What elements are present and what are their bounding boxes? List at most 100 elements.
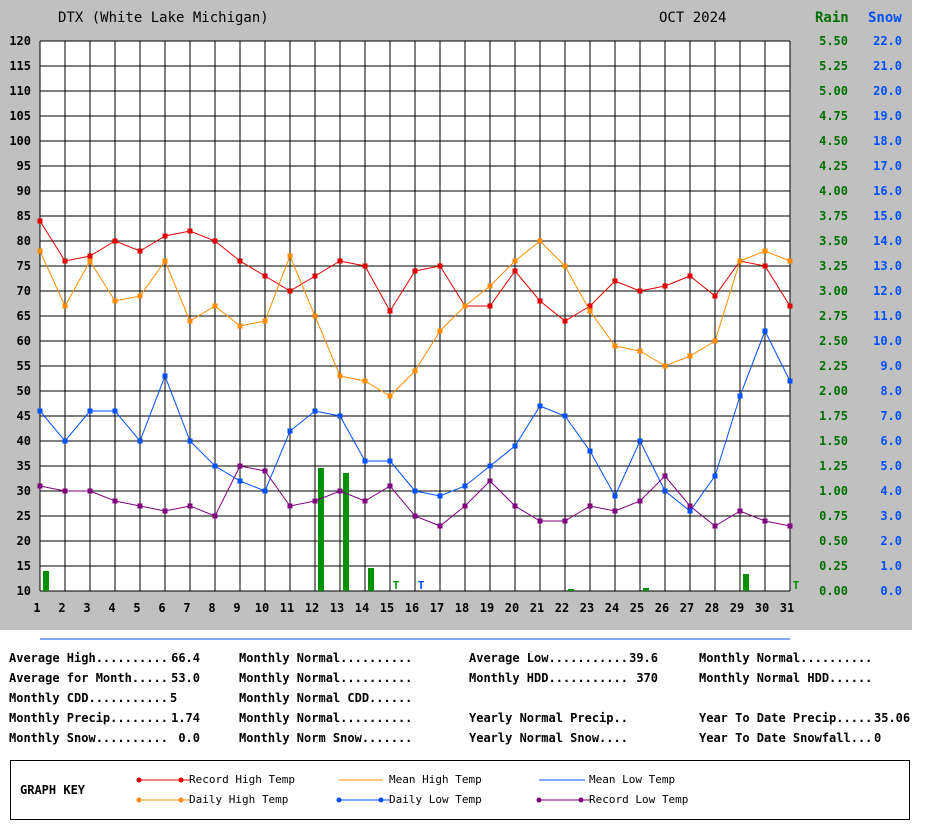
rain-tick-label: 2.00 <box>819 384 848 398</box>
rain-tick-label: 3.00 <box>819 284 848 298</box>
trace-marker: T <box>793 579 800 592</box>
y-tick-label: 95 <box>17 159 31 173</box>
data-point <box>537 403 543 409</box>
data-point <box>737 508 743 514</box>
x-tick-label: 15 <box>380 601 394 615</box>
data-point <box>287 428 293 434</box>
rain-tick-label: 1.00 <box>819 484 848 498</box>
data-point <box>212 303 218 309</box>
yearly-normal-snow: Yearly Normal Snow.... <box>469 731 628 745</box>
data-point <box>587 503 593 509</box>
data-point <box>337 258 343 264</box>
key-swatch-daily-low-dot-b <box>378 797 384 803</box>
data-point <box>312 313 318 319</box>
snow-tick-label: 10.0 <box>873 334 902 348</box>
data-point <box>87 488 93 494</box>
data-point <box>62 258 68 264</box>
snow-tick-label: 16.0 <box>873 184 902 198</box>
data-point <box>262 273 268 279</box>
chart-month: OCT 2024 <box>659 10 726 26</box>
y-tick-label: 90 <box>17 184 31 198</box>
avg-for-month-value: 53.0 <box>171 671 200 685</box>
snow-tick-label: 17.0 <box>873 159 902 173</box>
x-tick-label: 11 <box>280 601 294 615</box>
y-tick-label: 55 <box>17 359 31 373</box>
x-tick-label: 22 <box>555 601 569 615</box>
snow-tick-label: 2.0 <box>880 534 902 548</box>
data-point <box>762 518 768 524</box>
data-point <box>112 498 118 504</box>
precip-value: 1.74 <box>171 711 200 725</box>
monthly-normal-low: Monthly Normal.......... <box>699 651 873 665</box>
data-point <box>37 248 43 254</box>
y-tick-label: 20 <box>17 534 31 548</box>
data-point <box>687 353 693 359</box>
key-mean-high: Mean High Temp <box>389 773 482 786</box>
data-point <box>387 483 393 489</box>
data-point <box>387 458 393 464</box>
monthly-normal-avg: Monthly Normal.......... <box>239 671 413 685</box>
data-point <box>587 303 593 309</box>
data-point <box>237 478 243 484</box>
x-tick-label: 9 <box>233 601 240 615</box>
x-tick-label: 10 <box>255 601 269 615</box>
hdd-label: Monthly HDD........... <box>469 671 628 685</box>
x-tick-label: 20 <box>505 601 519 615</box>
trace-marker: T <box>418 579 425 592</box>
snow-axis-title: Snow <box>868 10 902 26</box>
data-point <box>587 308 593 314</box>
x-tick-label: 5 <box>133 601 140 615</box>
x-tick-label: 24 <box>605 601 619 615</box>
snow-tick-label: 21.0 <box>873 59 902 73</box>
rain-tick-label: 4.75 <box>819 109 848 123</box>
key-record-low: Record Low Temp <box>589 793 689 806</box>
hdd-value: 370 <box>636 671 658 685</box>
x-tick-label: 8 <box>208 601 215 615</box>
cdd-value: 5 <box>170 691 178 705</box>
monthly-stats: Average High.......... 66.4 Average for … <box>0 640 940 750</box>
snow-tick-label: 11.0 <box>873 309 902 323</box>
y-tick-label: 30 <box>17 484 31 498</box>
snow-tick-label: 22.0 <box>873 34 902 48</box>
y-tick-label: 80 <box>17 234 31 248</box>
rain-tick-label: 3.25 <box>819 259 848 273</box>
snow-tick-label: 13.0 <box>873 259 902 273</box>
data-point <box>487 463 493 469</box>
x-tick-label: 27 <box>680 601 694 615</box>
snow-tick-label: 3.0 <box>880 509 902 523</box>
data-point <box>637 288 643 294</box>
data-point <box>662 473 668 479</box>
data-point <box>612 278 618 284</box>
precip-bar <box>643 588 649 591</box>
rain-tick-label: 1.25 <box>819 459 848 473</box>
data-point <box>37 408 43 414</box>
data-point <box>262 318 268 324</box>
y-tick-label: 35 <box>17 459 31 473</box>
rain-tick-label: 3.75 <box>819 209 848 223</box>
data-point <box>262 488 268 494</box>
data-point <box>212 513 218 519</box>
rain-tick-label: 3.50 <box>819 234 848 248</box>
data-point <box>237 323 243 329</box>
data-point <box>662 488 668 494</box>
data-point <box>187 228 193 234</box>
data-point <box>787 258 793 264</box>
snow-tick-label: 5.0 <box>880 459 902 473</box>
snow-tick-label: 1.0 <box>880 559 902 573</box>
data-point <box>612 493 618 499</box>
data-point <box>537 518 543 524</box>
ytd-snow-label: Year To Date Snowfall... <box>699 731 873 745</box>
data-point <box>412 513 418 519</box>
x-tick-label: 18 <box>455 601 469 615</box>
data-point <box>162 508 168 514</box>
rain-tick-label: 4.25 <box>819 159 848 173</box>
data-point <box>112 408 118 414</box>
key-daily-high: Daily High Temp <box>189 793 289 806</box>
data-point <box>787 523 793 529</box>
rain-tick-label: 0.50 <box>819 534 848 548</box>
rain-tick-label: 4.00 <box>819 184 848 198</box>
rain-tick-label: 1.50 <box>819 434 848 448</box>
data-point <box>62 488 68 494</box>
data-point <box>462 483 468 489</box>
data-point <box>437 328 443 334</box>
